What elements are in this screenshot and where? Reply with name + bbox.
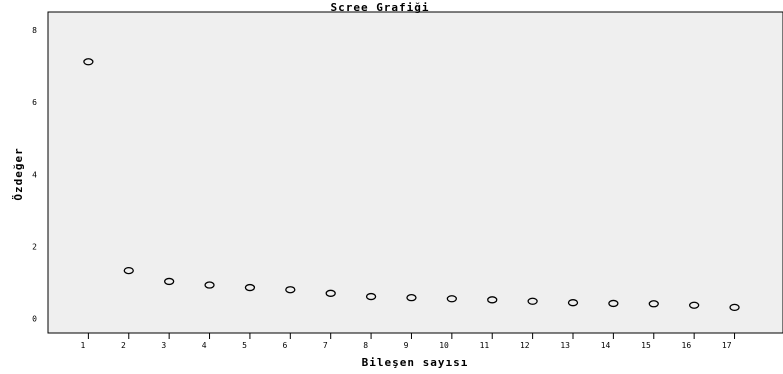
data-point bbox=[729, 303, 740, 312]
data-point bbox=[123, 266, 134, 275]
data-point bbox=[527, 297, 538, 305]
data-point bbox=[689, 301, 700, 309]
data-point bbox=[285, 286, 296, 294]
data-point bbox=[83, 58, 94, 66]
x-tick-label: 2 bbox=[121, 341, 126, 350]
y-tick-label: 4 bbox=[32, 170, 37, 179]
data-point bbox=[406, 294, 417, 302]
x-tick-label: 10 bbox=[439, 341, 449, 350]
data-point bbox=[365, 292, 377, 301]
x-tick-label: 9 bbox=[404, 341, 409, 350]
y-axis-ticks: 0 2 4 6 8 bbox=[32, 26, 37, 324]
data-points bbox=[83, 58, 740, 312]
x-tick-label: 12 bbox=[520, 341, 530, 350]
data-point bbox=[608, 299, 619, 308]
x-tick-label: 6 bbox=[282, 341, 287, 350]
data-point bbox=[567, 299, 579, 307]
x-tick-label: 14 bbox=[601, 341, 611, 350]
chart-title: Scree Grafiği bbox=[330, 1, 429, 14]
x-tick-label: 13 bbox=[560, 341, 570, 350]
y-tick-label: 6 bbox=[32, 98, 37, 107]
x-tick-label: 8 bbox=[363, 341, 368, 350]
x-tick-label: 15 bbox=[641, 341, 651, 350]
data-point bbox=[648, 300, 659, 308]
x-tick-label: 16 bbox=[682, 341, 692, 350]
x-tick-label: 7 bbox=[323, 341, 328, 350]
x-axis-ticks: 1 2 3 4 5 6 7 8 9 10 11 12 13 14 15 16 17 bbox=[81, 333, 736, 350]
y-tick-label: 8 bbox=[32, 26, 37, 35]
x-axis-label: Bileşen sayısı bbox=[362, 356, 469, 369]
x-tick-label: 11 bbox=[480, 341, 490, 350]
y-tick-label: 2 bbox=[32, 242, 37, 251]
x-tick-label: 4 bbox=[202, 341, 207, 350]
data-point bbox=[487, 296, 498, 304]
x-tick-label: 3 bbox=[161, 341, 166, 350]
data-point bbox=[446, 295, 457, 303]
data-point bbox=[204, 281, 215, 289]
x-tick-label: 1 bbox=[81, 341, 86, 350]
data-point bbox=[244, 283, 256, 292]
x-tick-label: 5 bbox=[242, 341, 247, 350]
x-tick-label: 17 bbox=[722, 341, 732, 350]
plot-area bbox=[47, 11, 783, 334]
data-point bbox=[325, 289, 336, 297]
y-axis-label: Özdeğer bbox=[11, 147, 25, 200]
y-tick-label: 0 bbox=[32, 315, 37, 324]
data-point bbox=[164, 277, 175, 286]
